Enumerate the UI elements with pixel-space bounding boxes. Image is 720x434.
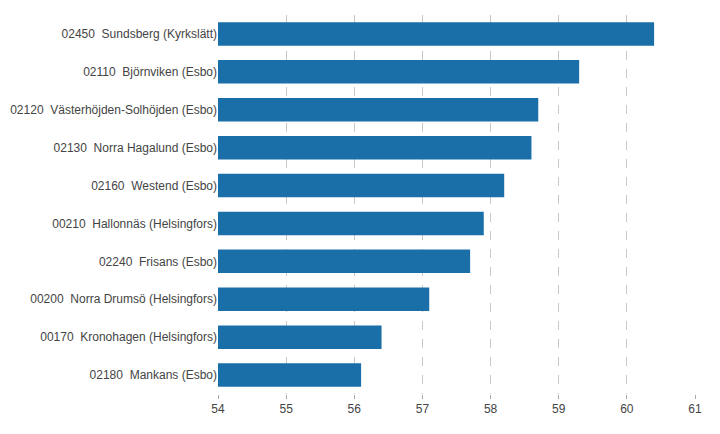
svg-text:02450 Sundsberg (Kyrkslätt): 02450 Sundsberg (Kyrkslätt) xyxy=(62,27,217,41)
svg-text:58: 58 xyxy=(484,402,498,416)
svg-text:02130 Norra Hagalund (Esbo): 02130 Norra Hagalund (Esbo) xyxy=(54,141,217,155)
svg-text:60: 60 xyxy=(620,402,634,416)
svg-text:56: 56 xyxy=(348,402,362,416)
svg-text:00200 Norra Drumsö (Helsingfo: 00200 Norra Drumsö (Helsingfors) xyxy=(30,292,217,306)
svg-text:00170 Kronohagen (Helsingfors: 00170 Kronohagen (Helsingfors) xyxy=(40,330,217,344)
svg-text:02110 Björnviken (Esbo): 02110 Björnviken (Esbo) xyxy=(83,65,217,79)
svg-text:02160 Westend (Esbo): 02160 Westend (Esbo) xyxy=(91,179,217,193)
svg-text:57: 57 xyxy=(416,402,430,416)
svg-text:00210 Hallonnäs (Helsingfors): 00210 Hallonnäs (Helsingfors) xyxy=(52,217,217,231)
svg-text:61: 61 xyxy=(688,402,702,416)
svg-text:02120 Västerhöjden-Solhöjden: 02120 Västerhöjden-Solhöjden (Esbo) xyxy=(10,103,217,117)
svg-text:02240 Frisans (Esbo): 02240 Frisans (Esbo) xyxy=(99,255,217,269)
svg-text:54: 54 xyxy=(211,402,225,416)
svg-text:59: 59 xyxy=(552,402,566,416)
svg-text:02180 Mankans (Esbo): 02180 Mankans (Esbo) xyxy=(90,368,217,382)
svg-text:55: 55 xyxy=(279,402,293,416)
